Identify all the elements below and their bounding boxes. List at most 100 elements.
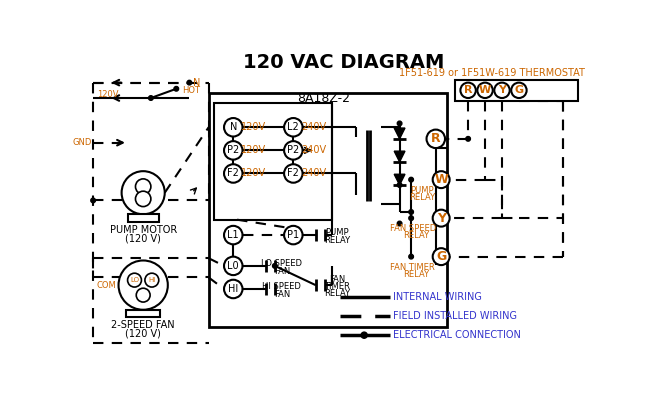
Bar — [208, 93, 448, 328]
Circle shape — [136, 288, 150, 302]
Text: COM: COM — [96, 281, 116, 290]
Text: 120V: 120V — [241, 168, 266, 178]
Text: 120V: 120V — [241, 122, 266, 132]
Text: FAN TIMER: FAN TIMER — [391, 263, 435, 272]
Text: FAN: FAN — [329, 275, 345, 284]
Circle shape — [224, 141, 243, 160]
Circle shape — [460, 83, 476, 98]
Circle shape — [91, 198, 95, 203]
Circle shape — [284, 164, 303, 183]
Circle shape — [409, 177, 413, 182]
Text: 240V: 240V — [301, 168, 326, 178]
Text: N: N — [193, 78, 200, 88]
Circle shape — [145, 273, 159, 287]
Text: RELAY: RELAY — [409, 193, 435, 202]
Circle shape — [224, 257, 243, 275]
Circle shape — [397, 183, 402, 187]
Text: 240V: 240V — [301, 145, 326, 155]
Text: TIMER: TIMER — [324, 282, 350, 291]
Text: 1F51-619 or 1F51W-619 THERMOSTAT: 1F51-619 or 1F51W-619 THERMOSTAT — [399, 68, 585, 78]
Text: (120 V): (120 V) — [125, 234, 161, 244]
Circle shape — [433, 248, 450, 265]
Circle shape — [409, 254, 413, 259]
Text: 240V: 240V — [301, 122, 326, 132]
Text: LO: LO — [130, 277, 139, 283]
Text: P1: P1 — [287, 230, 299, 240]
Text: 120V: 120V — [97, 91, 119, 99]
Circle shape — [224, 164, 243, 183]
Circle shape — [284, 226, 303, 244]
Text: P2: P2 — [227, 145, 239, 155]
Text: HI: HI — [148, 277, 155, 283]
Circle shape — [284, 118, 303, 137]
Text: G: G — [515, 85, 523, 95]
Circle shape — [409, 216, 413, 220]
Circle shape — [135, 179, 151, 194]
Circle shape — [284, 141, 303, 160]
Text: 120 VAC DIAGRAM: 120 VAC DIAGRAM — [243, 53, 444, 72]
Text: P2: P2 — [287, 145, 299, 155]
Text: FAN: FAN — [273, 267, 290, 276]
Circle shape — [187, 80, 192, 85]
Circle shape — [174, 86, 179, 91]
Text: FIELD INSTALLED WIRING: FIELD INSTALLED WIRING — [393, 311, 517, 321]
Text: PUMP MOTOR: PUMP MOTOR — [110, 225, 177, 235]
Text: HI: HI — [228, 284, 239, 294]
Text: PUMP: PUMP — [410, 186, 433, 195]
Polygon shape — [394, 174, 405, 185]
Text: 2-SPEED FAN: 2-SPEED FAN — [111, 320, 175, 330]
Bar — [126, 310, 160, 318]
Circle shape — [224, 118, 243, 137]
Text: HOT: HOT — [182, 86, 200, 95]
Circle shape — [477, 83, 492, 98]
Text: LO SPEED: LO SPEED — [261, 259, 302, 268]
Text: GND: GND — [72, 138, 92, 147]
Text: RELAY: RELAY — [324, 289, 350, 298]
Text: FAN SPEED: FAN SPEED — [389, 225, 436, 233]
Polygon shape — [394, 151, 405, 162]
Circle shape — [135, 191, 151, 207]
Circle shape — [466, 137, 470, 141]
Text: ELECTRICAL CONNECTION: ELECTRICAL CONNECTION — [393, 330, 521, 340]
Text: INTERNAL WIRING: INTERNAL WIRING — [393, 292, 482, 302]
Text: Y: Y — [437, 212, 446, 225]
Polygon shape — [394, 128, 405, 139]
Text: RELAY: RELAY — [324, 236, 350, 245]
Circle shape — [224, 226, 243, 244]
Text: G: G — [436, 250, 446, 263]
Text: F2: F2 — [227, 168, 239, 178]
Text: Y: Y — [498, 85, 506, 95]
Text: R: R — [464, 85, 472, 95]
Text: HI SPEED: HI SPEED — [263, 282, 302, 291]
Text: PUMP: PUMP — [326, 228, 349, 237]
Text: 120V: 120V — [241, 145, 266, 155]
Text: W: W — [434, 173, 448, 186]
Bar — [128, 214, 159, 222]
Text: (120 V): (120 V) — [125, 328, 161, 339]
Circle shape — [511, 83, 527, 98]
Circle shape — [224, 280, 243, 298]
Circle shape — [119, 261, 168, 310]
Circle shape — [433, 171, 450, 188]
Circle shape — [397, 221, 402, 226]
Text: F2: F2 — [287, 168, 299, 178]
Text: N: N — [230, 122, 237, 132]
Bar — [214, 103, 332, 220]
Text: 8A18Z-2: 8A18Z-2 — [297, 91, 350, 104]
Text: FAN: FAN — [273, 290, 290, 299]
Text: L0: L0 — [227, 261, 239, 271]
Text: L1: L1 — [227, 230, 239, 240]
Circle shape — [409, 210, 413, 214]
Circle shape — [433, 210, 450, 227]
Text: RELAY: RELAY — [403, 270, 429, 279]
Circle shape — [122, 171, 165, 214]
Circle shape — [361, 332, 367, 338]
Text: L2: L2 — [287, 122, 299, 132]
Bar — [455, 80, 578, 101]
Circle shape — [127, 273, 141, 287]
Text: R: R — [431, 132, 441, 145]
Text: RELAY: RELAY — [403, 231, 429, 241]
Circle shape — [494, 83, 510, 98]
Circle shape — [427, 129, 445, 148]
Text: W: W — [479, 85, 491, 95]
